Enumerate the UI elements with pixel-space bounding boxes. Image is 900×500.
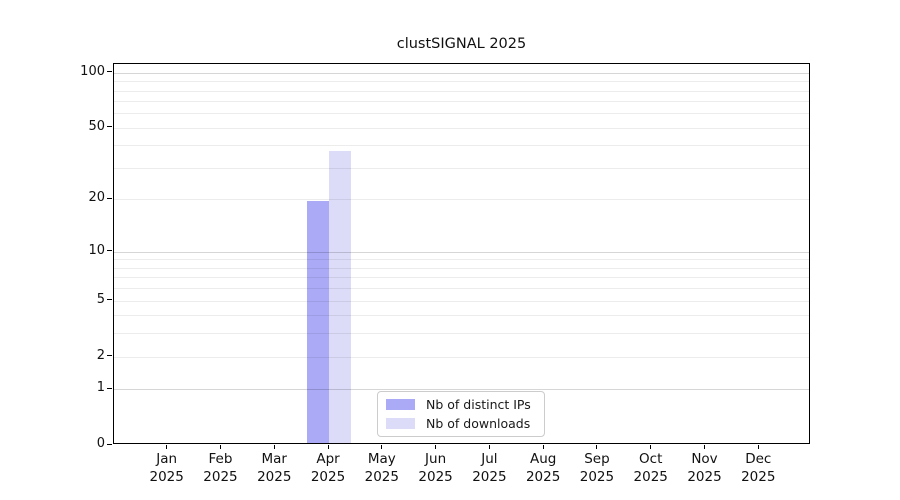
y-tick-label: 0 (96, 436, 105, 452)
y-tick-label: 50 (88, 118, 105, 134)
gridline (114, 259, 809, 261)
chart-title: clustSIGNAL 2025 (396, 36, 527, 52)
legend-label-downloads: Nb of downloads (426, 416, 531, 431)
y-tick-label: 10 (88, 242, 105, 258)
gridline (114, 389, 809, 391)
x-tick-label: Sep 2025 (579, 451, 615, 485)
x-tick-label: Mar 2025 (257, 451, 292, 485)
x-tick-label: Apr 2025 (310, 451, 346, 485)
legend-item-distinct-ips: Nb of distinct IPs (386, 397, 536, 412)
x-tick-mark (650, 445, 652, 449)
x-tick-label: Aug 2025 (525, 451, 561, 485)
gridline (114, 145, 809, 147)
gridline (114, 72, 809, 74)
y-tick-mark (107, 355, 112, 357)
gridline (114, 113, 809, 115)
y-tick-mark (107, 126, 112, 128)
y-tick-mark (107, 197, 112, 199)
x-tick-label: Oct 2025 (633, 451, 668, 485)
gridline (114, 127, 809, 129)
gridline (114, 277, 809, 279)
x-tick-mark (219, 445, 221, 449)
x-tick-label: Jan 2025 (149, 451, 184, 485)
y-tick-label: 20 (88, 190, 105, 206)
x-tick-label: Dec 2025 (741, 451, 776, 485)
gridline (114, 199, 809, 201)
gridline (114, 168, 809, 170)
x-tick-mark (166, 445, 168, 449)
gridline (114, 300, 809, 302)
x-tick-mark (435, 445, 437, 449)
legend: Nb of distinct IPs Nb of downloads (377, 391, 545, 437)
gridline (114, 251, 809, 253)
y-tick-label: 100 (80, 63, 105, 79)
bar-nb-of-distinct-ips-apr (307, 201, 330, 443)
plot-area (113, 63, 810, 444)
legend-swatch-distinct-ips (386, 399, 415, 410)
y-tick-label: 1 (96, 380, 105, 396)
x-tick-label: Nov 2025 (687, 451, 722, 485)
bar-nb-of-downloads-apr (329, 151, 352, 443)
gridline (114, 333, 809, 335)
x-tick-mark (488, 445, 490, 449)
y-tick-label: 2 (96, 347, 105, 363)
y-tick-mark (107, 387, 112, 389)
x-tick-label: Jun 2025 (418, 451, 453, 485)
legend-item-downloads: Nb of downloads (386, 416, 536, 431)
gridline (114, 288, 809, 290)
x-tick-mark (381, 445, 383, 449)
x-tick-mark (757, 445, 759, 449)
x-tick-mark (327, 445, 329, 449)
x-tick-label: May 2025 (364, 451, 399, 485)
gridline (114, 81, 809, 83)
x-tick-mark (273, 445, 275, 449)
y-tick-mark (107, 299, 112, 301)
gridline (114, 356, 809, 358)
y-tick-label: 5 (96, 291, 105, 307)
x-tick-mark (542, 445, 544, 449)
gridline (114, 315, 809, 317)
gridline (114, 267, 809, 269)
y-tick-mark (107, 250, 112, 252)
x-tick-label: Jul 2025 (472, 451, 507, 485)
gridline (114, 101, 809, 103)
y-tick-mark (107, 71, 112, 73)
x-tick-mark (596, 445, 598, 449)
y-tick-mark (107, 443, 112, 445)
gridline (114, 90, 809, 92)
x-tick-label: Feb 2025 (203, 451, 238, 485)
legend-label-distinct-ips: Nb of distinct IPs (426, 397, 531, 412)
legend-swatch-downloads (386, 418, 415, 429)
x-tick-mark (704, 445, 705, 449)
